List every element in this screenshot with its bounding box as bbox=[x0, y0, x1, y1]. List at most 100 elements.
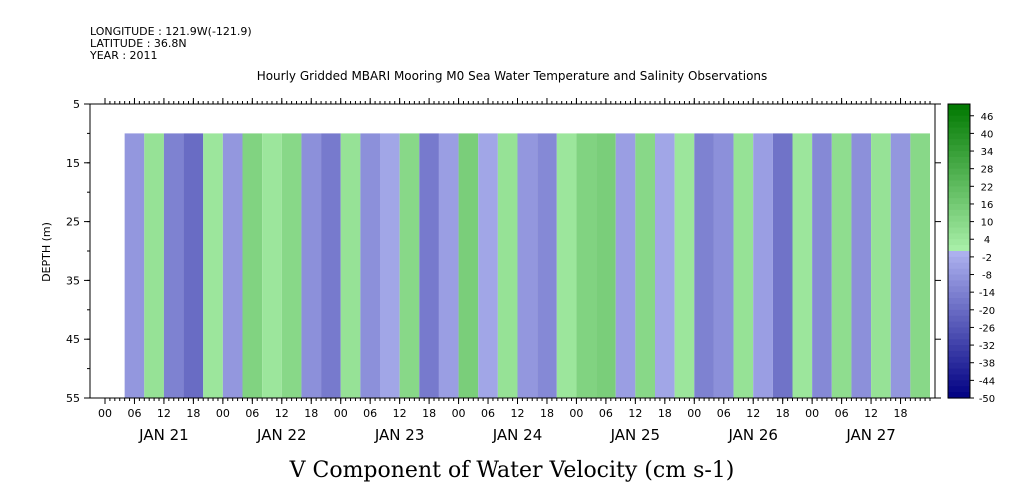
colorbar-segment bbox=[948, 298, 970, 305]
heat-cell-jan-21-4 bbox=[124, 133, 145, 398]
colorbar-label: -20 bbox=[979, 306, 995, 317]
heat-cell-jan-21-12 bbox=[163, 133, 184, 398]
colorbar-segment bbox=[948, 315, 970, 323]
x-tick-label: 00 bbox=[805, 407, 819, 420]
colorbar-segment bbox=[948, 215, 970, 223]
colorbar-segment bbox=[948, 251, 970, 258]
x-tick-label: 18 bbox=[304, 407, 318, 420]
heat-cell-jan-24-20 bbox=[556, 133, 577, 398]
heat-cell-jan-23-20 bbox=[438, 133, 459, 398]
heat-cell-jan-24-16 bbox=[537, 133, 557, 398]
x-tick-label: 18 bbox=[894, 407, 908, 420]
colorbar-frame bbox=[947, 103, 971, 399]
colorbar-segment bbox=[948, 162, 970, 170]
x-tick-label: 12 bbox=[157, 407, 171, 420]
x-day-label: JAN 21 bbox=[138, 426, 189, 444]
x-tick-label: 12 bbox=[511, 407, 525, 420]
colorbar-segment bbox=[948, 227, 970, 234]
heat-cell-jan-22-20 bbox=[321, 133, 341, 398]
colorbar-segment bbox=[948, 392, 970, 399]
latitude-label: LATITUDE : 36.8N bbox=[90, 37, 187, 50]
colorbar-segment bbox=[948, 356, 970, 364]
colorbar-segment bbox=[948, 133, 970, 140]
colorbar-segment bbox=[948, 309, 970, 317]
x-tick-label: 18 bbox=[776, 407, 790, 420]
heat-cell-jan-27-4 bbox=[831, 133, 852, 398]
heat-cell-jan-22-4 bbox=[242, 133, 263, 398]
heat-cell-jan-24-8 bbox=[497, 133, 518, 398]
colorbar-segment bbox=[948, 192, 970, 199]
x-tick-label: 00 bbox=[216, 407, 230, 420]
colorbar-segment bbox=[948, 380, 970, 387]
x-tick-label: 18 bbox=[186, 407, 200, 420]
x-tick-label: 12 bbox=[864, 407, 878, 420]
colorbar-label: 4 bbox=[984, 235, 990, 246]
colorbar-segment bbox=[948, 109, 970, 117]
heat-cell-jan-22-12 bbox=[281, 133, 302, 398]
x-tick-label: 00 bbox=[569, 407, 583, 420]
heat-cell-jan-25-20 bbox=[674, 133, 695, 398]
colorbar-segment bbox=[948, 168, 970, 176]
x-tick-label: 06 bbox=[835, 407, 849, 420]
colorbar-segment bbox=[948, 339, 970, 346]
colorbar-segment bbox=[948, 368, 970, 376]
colorbar-segment bbox=[948, 139, 970, 146]
colorbar-label: 16 bbox=[981, 200, 994, 211]
y-tick-label: 35 bbox=[66, 274, 80, 287]
colorbar-segment bbox=[948, 127, 970, 134]
heat-cell-jan-25-12 bbox=[635, 133, 655, 398]
heat-cell-jan-26-12 bbox=[753, 133, 773, 398]
y-tick-label: 25 bbox=[66, 216, 80, 229]
heat-cell-jan-24-4 bbox=[478, 133, 498, 398]
colorbar-segment bbox=[948, 268, 970, 276]
colorbar-segment bbox=[948, 327, 970, 334]
colorbar-label: 34 bbox=[981, 147, 994, 158]
heat-cell-jan-23-16 bbox=[419, 133, 439, 398]
heat-cell-jan-21-16 bbox=[183, 133, 204, 398]
colorbar-label: -8 bbox=[982, 271, 992, 282]
chart-title: Hourly Gridded MBARI Mooring M0 Sea Wate… bbox=[257, 69, 768, 83]
x-tick-label: 00 bbox=[98, 407, 112, 420]
heat-cell-jan-22-0 bbox=[222, 133, 243, 398]
colorbar-segment bbox=[948, 209, 970, 217]
heat-cell-jan-25-8 bbox=[615, 133, 636, 398]
y-tick-label: 15 bbox=[66, 157, 80, 170]
x-tick-label: 06 bbox=[717, 407, 731, 420]
colorbar-label: -38 bbox=[979, 359, 995, 370]
x-tick-label: 06 bbox=[245, 407, 259, 420]
year-label: YEAR : 2011 bbox=[89, 49, 158, 62]
x-tick-label: 18 bbox=[422, 407, 436, 420]
colorbar-label: -26 bbox=[979, 323, 995, 334]
heat-cell-jan-23-8 bbox=[380, 133, 400, 398]
x-axis: 00 06 12 18 00 06 12 18 00 06 12 18 00 06 12 18 00 06 12 18… bbox=[98, 98, 931, 444]
x-tick-label: 12 bbox=[746, 407, 760, 420]
colorbar-segment bbox=[948, 203, 970, 211]
x-tick-label: 18 bbox=[658, 407, 672, 420]
colorbar-segment bbox=[948, 186, 970, 193]
colorbar-segment bbox=[948, 233, 970, 240]
colorbar-segment bbox=[948, 121, 970, 129]
heat-cell-jan-21-20 bbox=[203, 133, 223, 398]
heat-cell-jan-22-8 bbox=[262, 133, 282, 398]
x-tick-label: 06 bbox=[481, 407, 495, 420]
colorbar-segment bbox=[948, 321, 970, 329]
colorbar-label: -50 bbox=[979, 394, 995, 405]
x-tick-label: 06 bbox=[599, 407, 613, 420]
colorbar-segment bbox=[948, 350, 970, 358]
x-tick-label: 00 bbox=[452, 407, 466, 420]
colorbar-label: 28 bbox=[981, 165, 994, 176]
colorbar-segment bbox=[948, 303, 970, 311]
colorbar-label: -32 bbox=[979, 341, 995, 352]
heatmap-area bbox=[124, 133, 930, 398]
colorbar-segment bbox=[948, 333, 970, 340]
x-tick-label: 12 bbox=[393, 407, 407, 420]
colorbar-segment bbox=[948, 180, 970, 187]
colorbar-label: 40 bbox=[981, 129, 994, 140]
heat-cell-jan-26-4 bbox=[713, 133, 734, 398]
y-axis-label: DEPTH (m) bbox=[40, 222, 53, 282]
y-axis: 5 15 25 35 45 55 bbox=[66, 98, 941, 405]
heat-cell-jan-23-4 bbox=[360, 133, 380, 398]
heat-cell-jan-27-16 bbox=[890, 133, 911, 398]
x-tick-label: 06 bbox=[363, 407, 377, 420]
heat-cell-jan-21-8 bbox=[144, 133, 164, 398]
